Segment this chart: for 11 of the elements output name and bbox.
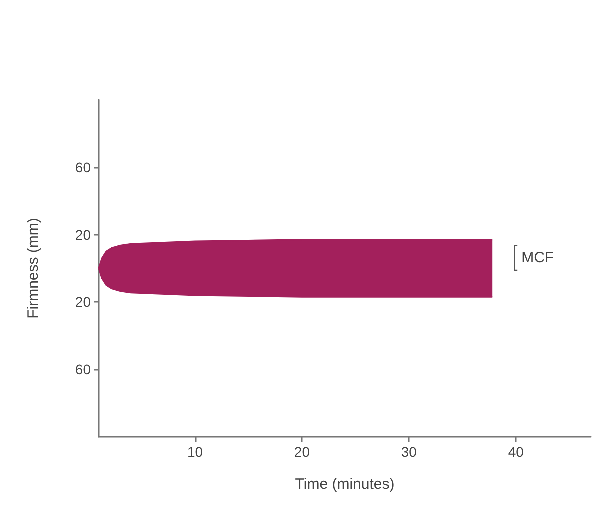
y-tick-label: 60 (75, 159, 92, 176)
x-tick-label: 10 (187, 444, 204, 460)
y-tick-label: 60 (75, 362, 92, 378)
annotation: MCF (522, 250, 554, 267)
x-axis-title: Time (minutes) (295, 476, 395, 493)
x-tick-label: 40 (508, 444, 524, 460)
x-tick-label: 30 (401, 444, 418, 460)
y-tick-label: 20 (75, 226, 92, 243)
y-tick-label: 20 (75, 294, 92, 310)
y-axis-title: Firmness (mm) (25, 218, 42, 319)
x-tick-label: 20 (294, 444, 310, 460)
